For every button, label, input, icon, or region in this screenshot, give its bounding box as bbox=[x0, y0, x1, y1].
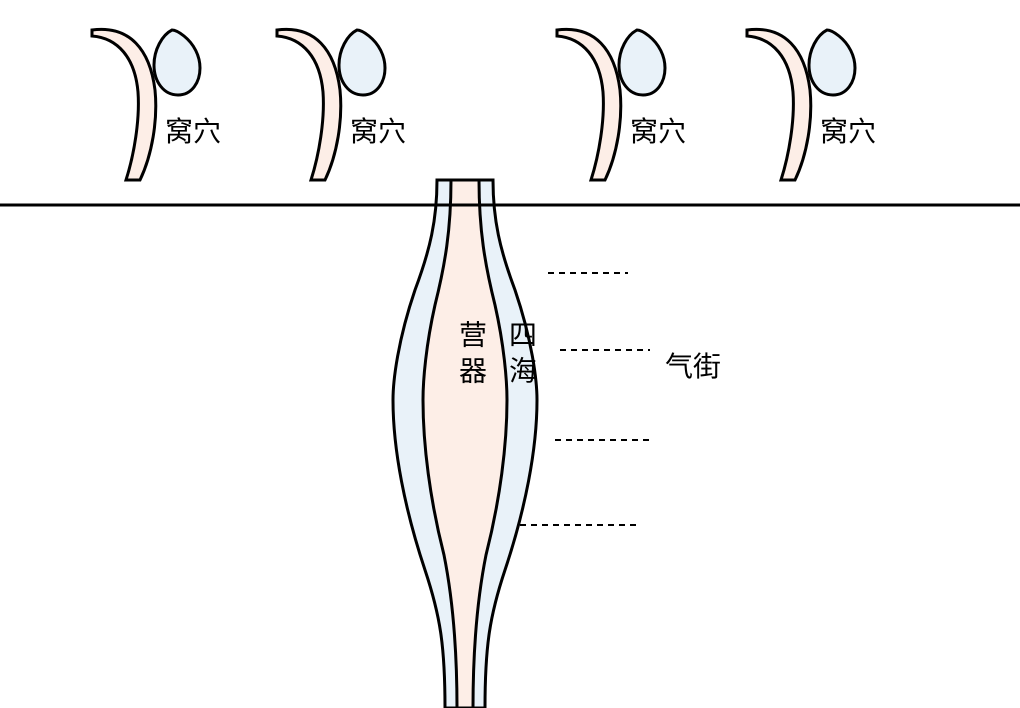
plant-3 bbox=[557, 29, 665, 180]
right-label: 气街 bbox=[665, 345, 721, 385]
outer-bulb-label: 四海 bbox=[500, 320, 540, 392]
plant-label-3: 窝穴 bbox=[630, 110, 686, 150]
plant-4 bbox=[747, 29, 855, 180]
plant-label-2: 窝穴 bbox=[350, 110, 406, 150]
inner-bulb-label: 营器 bbox=[450, 320, 490, 392]
plant-2 bbox=[277, 29, 385, 180]
plant-label-1: 窝穴 bbox=[165, 110, 221, 150]
plant-1 bbox=[92, 29, 200, 180]
plant-label-4: 窝穴 bbox=[820, 110, 876, 150]
